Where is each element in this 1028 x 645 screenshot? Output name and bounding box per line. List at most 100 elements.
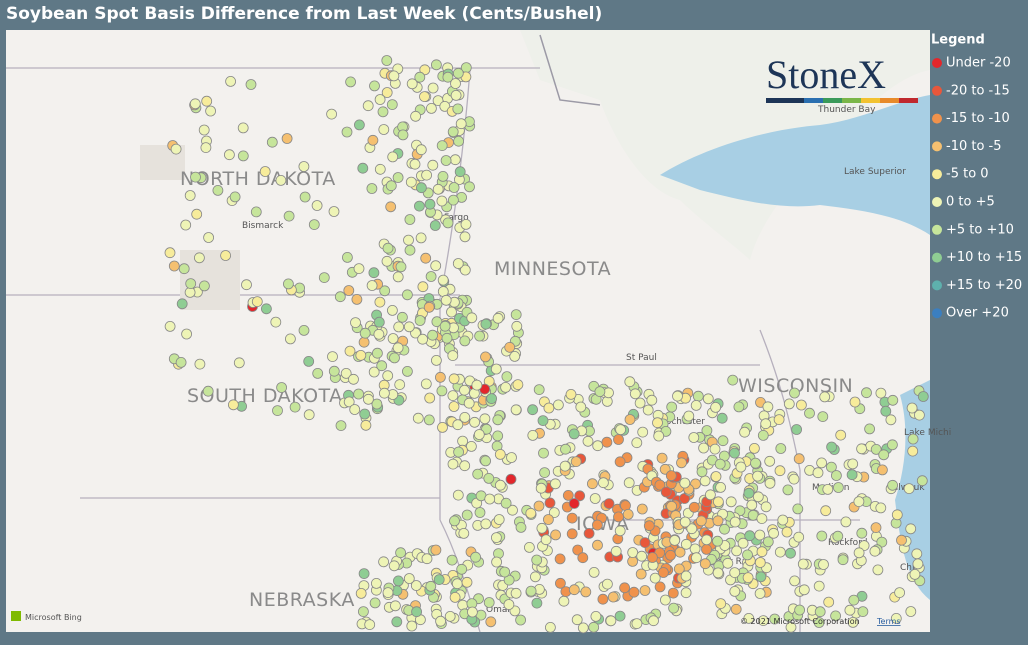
site-marker [719,523,730,535]
site-marker [903,483,915,495]
site-marker [178,263,190,275]
site-marker [472,468,484,480]
site-marker [797,558,809,570]
site-marker [535,482,547,494]
site-marker [562,489,574,501]
site-marker [481,423,492,435]
site-marker [887,439,898,451]
site-marker [739,426,750,438]
site-marker [712,535,723,547]
site-marker [537,415,549,427]
site-marker [615,424,626,436]
site-marker [506,452,517,463]
site-marker [483,597,495,608]
site-marker [756,546,768,558]
site-marker [646,394,658,406]
site-marker [424,198,436,210]
site-marker [437,274,449,286]
site-marker [688,501,700,513]
canada-area [6,30,930,260]
site-marker [392,271,404,283]
legend-swatch [932,169,942,180]
terms-link[interactable]: Terms [876,617,901,626]
site-marker [832,530,844,542]
site-marker [501,371,513,383]
site-marker [459,231,471,243]
site-marker [341,126,353,138]
site-marker [653,430,665,442]
site-marker [447,126,459,138]
site-marker [436,385,448,397]
site-marker [450,90,462,101]
site-marker [459,411,471,423]
site-marker [434,371,446,383]
site-marker [610,545,622,557]
site-marker [491,556,503,568]
site-marker [392,342,404,354]
site-marker [289,401,301,413]
site-marker [877,464,888,476]
site-marker [847,617,859,628]
site-marker [794,604,805,616]
site-marker [403,321,415,333]
site-marker [690,399,702,411]
site-marker [515,522,527,533]
site-marker [698,442,709,454]
site-marker [450,78,461,89]
site-marker [369,597,381,609]
site-marker [360,419,372,431]
site-marker [358,336,370,348]
site-marker [463,397,475,409]
site-marker [853,547,865,559]
site-marker [340,367,352,379]
site-marker [856,443,867,455]
site-marker [275,174,287,186]
site-marker [403,573,415,584]
site-marker [635,568,647,580]
site-marker [164,320,176,332]
legend-label: -10 to -5 [946,139,1002,154]
legend-swatch [932,224,942,235]
site-marker [752,491,764,503]
site-marker [559,460,571,472]
site-marker [658,567,669,578]
site-marker [861,387,872,399]
site-marker [393,321,405,333]
site-marker [233,357,245,369]
site-marker [643,520,655,532]
site-marker [259,166,271,177]
site-marker [371,398,383,410]
map: NORTH DAKOTA MINNESOTA SOUTH DAKOTA WISC… [6,30,951,634]
site-marker [349,404,361,415]
site-marker [492,414,504,426]
site-marker [447,350,459,362]
site-marker [405,176,417,188]
site-marker [530,571,541,583]
logo-bar-segment [861,98,880,103]
site-marker [359,408,371,420]
site-marker [696,466,708,478]
site-marker [459,264,471,276]
site-marker [355,349,367,361]
site-marker [857,606,869,617]
site-marker [639,585,651,596]
site-marker [813,617,825,628]
site-markers [164,55,929,634]
site-marker [639,537,651,548]
site-marker [377,106,389,118]
site-marker [727,374,739,386]
site-marker [571,614,583,626]
site-marker [783,398,795,410]
site-marker [205,105,217,117]
site-marker [840,516,852,528]
site-marker [565,388,577,400]
site-marker [566,528,578,540]
site-marker [298,161,310,172]
lake-superior [660,95,930,235]
site-marker [788,473,800,485]
legend-swatch [932,308,942,319]
site-marker [190,171,201,183]
site-marker [276,382,288,393]
site-marker [357,162,369,174]
site-marker [735,461,747,473]
